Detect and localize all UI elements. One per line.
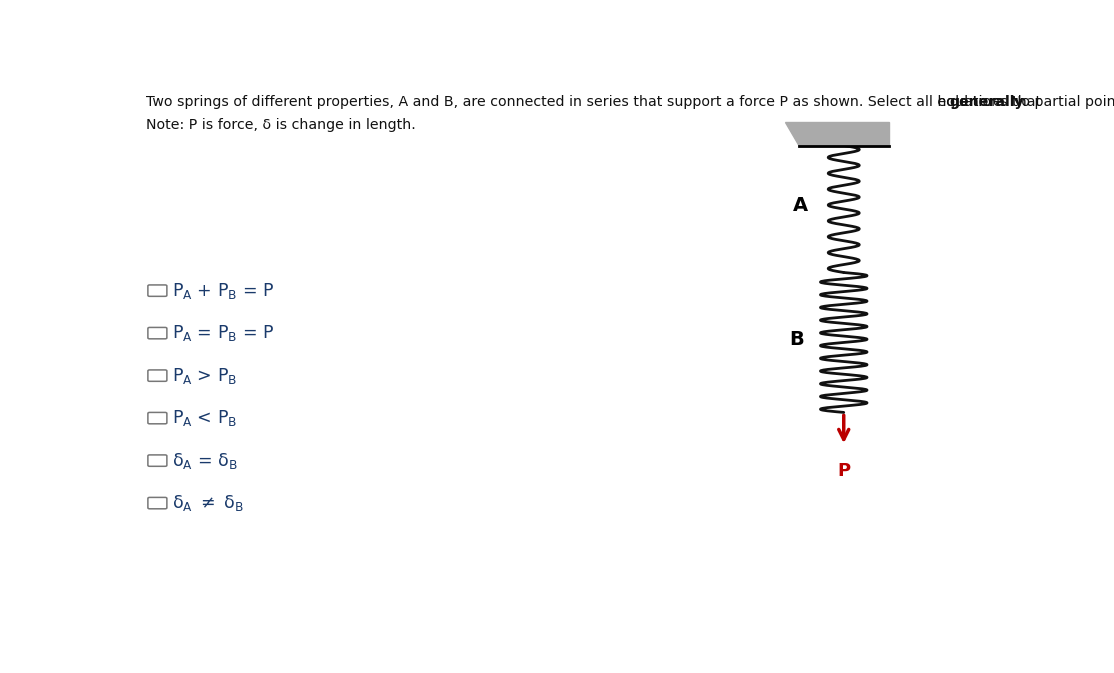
Text: $\mathregular{P_A}$ + $\mathregular{P_B}$ = P: $\mathregular{P_A}$ + $\mathregular{P_B}… [172, 281, 274, 301]
FancyBboxPatch shape [148, 455, 167, 466]
FancyBboxPatch shape [148, 285, 167, 296]
FancyBboxPatch shape [148, 370, 167, 382]
Text: P: P [838, 462, 850, 480]
Text: hold true. No partial points.: hold true. No partial points. [934, 95, 1114, 109]
Text: $\mathregular{\delta_A}$ = $\mathregular{\delta_B}$: $\mathregular{\delta_A}$ = $\mathregular… [172, 451, 237, 470]
Text: $\mathregular{P_A}$ = $\mathregular{P_B}$ = P: $\mathregular{P_A}$ = $\mathregular{P_B}… [172, 323, 274, 343]
Text: $\mathregular{P_A}$ < $\mathregular{P_B}$: $\mathregular{P_A}$ < $\mathregular{P_B}… [172, 408, 237, 428]
Text: $\mathregular{\delta_A}$ $\neq$ $\mathregular{\delta_B}$: $\mathregular{\delta_A}$ $\neq$ $\mathre… [172, 493, 244, 513]
FancyBboxPatch shape [148, 328, 167, 339]
FancyBboxPatch shape [148, 413, 167, 424]
Text: B: B [790, 330, 804, 349]
Text: generally: generally [950, 95, 1025, 109]
Text: Note: P is force, δ is change in length.: Note: P is force, δ is change in length. [146, 118, 416, 132]
Text: $\mathregular{P_A}$ > $\mathregular{P_B}$: $\mathregular{P_A}$ > $\mathregular{P_B}… [172, 365, 237, 386]
Polygon shape [785, 122, 889, 145]
Text: Two springs of different properties, A and B, are connected in series that suppo: Two springs of different properties, A a… [146, 95, 1046, 109]
Text: A: A [793, 196, 809, 215]
FancyBboxPatch shape [148, 497, 167, 509]
